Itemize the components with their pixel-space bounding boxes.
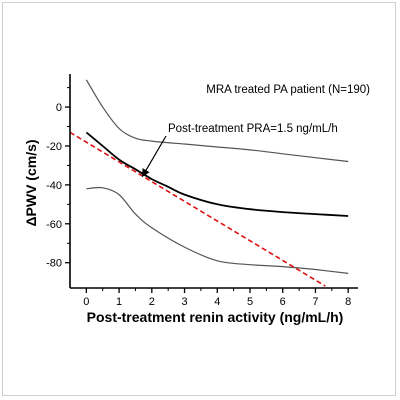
series-lower-ci-line bbox=[86, 186, 349, 274]
y-axis-label: ΔPWV (cm/s) bbox=[23, 139, 39, 226]
x-tick-label: 4 bbox=[214, 296, 220, 308]
y-tick-label: -60 bbox=[46, 219, 62, 231]
x-tick-label: 0 bbox=[83, 296, 89, 308]
x-tick-label: 1 bbox=[116, 296, 122, 308]
x-tick-label: 5 bbox=[247, 296, 253, 308]
x-tick-label: 2 bbox=[149, 296, 155, 308]
x-axis-label: Post-treatment renin activity (ng/mL/h) bbox=[87, 309, 344, 325]
x-tick-label: 8 bbox=[345, 296, 351, 308]
series-fit-line bbox=[85, 131, 349, 217]
series-upper-ci-line bbox=[85, 79, 349, 163]
x-tick-label: 3 bbox=[181, 296, 187, 308]
annotation-arrow-line bbox=[142, 135, 167, 175]
curves-layer bbox=[69, 79, 349, 287]
y-tick-label: -80 bbox=[46, 258, 62, 270]
annotation-cohort: MRA treated PA patient (N=190) bbox=[206, 84, 370, 96]
annotation-pra: Post-treatment PRA=1.5 ng/mL/h bbox=[168, 123, 338, 135]
y-tick-label: -20 bbox=[46, 141, 62, 153]
x-tick-label: 7 bbox=[312, 296, 318, 308]
axes-layer: 0 1 2 3 4 5 6 7 8 0 -20 -40 -60 -80 bbox=[46, 74, 358, 308]
series-tangent-line bbox=[69, 131, 326, 287]
annotation-arrow-head bbox=[142, 168, 150, 178]
x-tick-label: 6 bbox=[280, 296, 286, 308]
y-tick-label: 0 bbox=[56, 102, 62, 114]
y-tick-label: -40 bbox=[46, 180, 62, 192]
